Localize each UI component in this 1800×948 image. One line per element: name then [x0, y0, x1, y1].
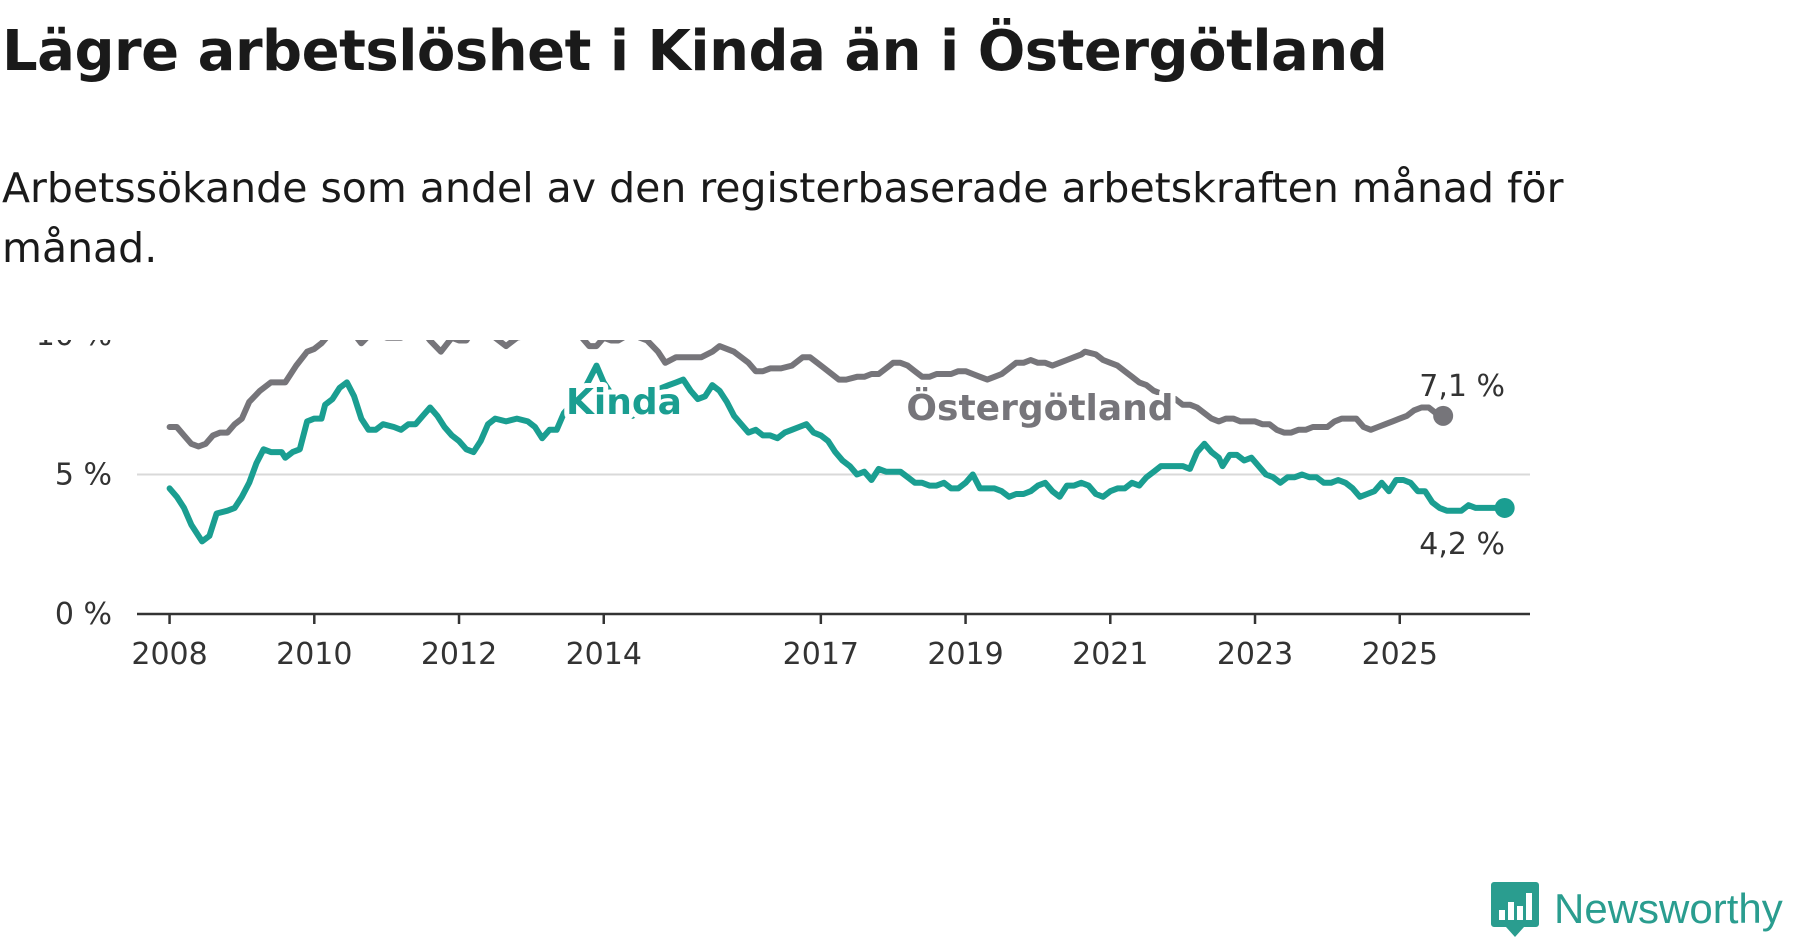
x-tick-label: 2017: [783, 637, 859, 672]
x-tick-label: 2025: [1362, 637, 1438, 672]
brand-name: Newsworthy: [1554, 885, 1783, 932]
y-tick-label: 10 %: [36, 340, 112, 353]
x-tick-label: 2014: [566, 637, 642, 672]
x-tick-label: 2021: [1072, 637, 1148, 672]
y-tick-label: 0 %: [55, 597, 112, 632]
line-chart: 0 %5 %10 % 20082010201220142017201920212…: [36, 340, 1530, 672]
series-lines: [166, 340, 1515, 545]
x-tick-label: 2023: [1217, 637, 1293, 672]
series-end-point: [1494, 497, 1515, 518]
x-tick-label: 2010: [276, 637, 352, 672]
series-name-label: Östergötland: [906, 387, 1173, 429]
y-axis-ticks: 0 % 5 % 10 %: [36, 340, 112, 632]
chart-subtitle: Arbetssökande som andel av den registerb…: [2, 164, 1564, 272]
x-tick-label: 2019: [927, 637, 1003, 672]
y-tick-label: 5 %: [55, 457, 112, 492]
end-value-label: 4,2 %: [1419, 527, 1505, 562]
newsworthy-logo: Newsworthy: [1490, 880, 1783, 938]
series-end-point: [1433, 405, 1454, 426]
x-tick-label: 2012: [421, 637, 497, 672]
end-value-label: 7,1 %: [1419, 369, 1505, 404]
x-axis: 2008 2010 2012 2014 2017 2019 2021 2023 2025: [131, 612, 1530, 672]
series-name-label: Kinda: [566, 382, 682, 423]
series-line: [166, 362, 1508, 545]
bar-chart-speech-bubble-icon: [1491, 882, 1539, 937]
series-line: [166, 340, 1447, 450]
chart-title: Lägre arbetslöshet i Kinda än i Östergöt…: [2, 19, 1388, 84]
series-labels: 7,1 % 4,2 % Östergötland Kinda: [561, 369, 1505, 562]
x-tick-label: 2008: [131, 637, 207, 672]
